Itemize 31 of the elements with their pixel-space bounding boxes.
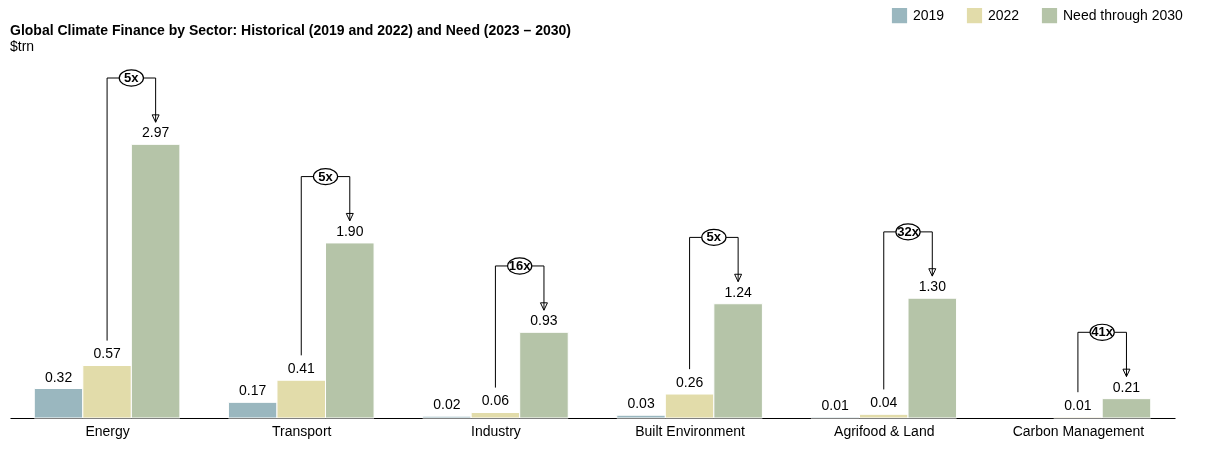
x-tick-label: Energy bbox=[85, 422, 130, 439]
annotation: 5x bbox=[706, 229, 722, 245]
data-label: 0.21 bbox=[1112, 378, 1141, 395]
x-tick-label: Transport bbox=[272, 422, 332, 439]
data-label: 0.57 bbox=[93, 345, 121, 362]
data-label: 0.02 bbox=[433, 396, 461, 413]
data-label: 0.03 bbox=[627, 395, 655, 412]
data-label: 0.01 bbox=[821, 397, 850, 414]
data-label: 0.04 bbox=[870, 394, 898, 411]
data-label: 0.41 bbox=[287, 360, 316, 377]
data-label: 0.32 bbox=[44, 368, 73, 385]
legend-label: 2019 bbox=[913, 6, 945, 23]
x-tick-label: Carbon Management bbox=[1012, 422, 1145, 439]
data-label: 1.24 bbox=[724, 283, 752, 300]
data-label: 1.90 bbox=[336, 222, 364, 239]
text: 5x bbox=[124, 70, 140, 85]
chart-title: Global Climate Finance by Sector: Historical (2019 and 2022) and Need (2023 – 2030) bbox=[10, 22, 571, 38]
x-tick-label: Industry bbox=[471, 422, 521, 439]
x-tick-label: Built Environment bbox=[635, 422, 746, 439]
annotation: 5x bbox=[318, 168, 334, 184]
data-label: 0.01 bbox=[1064, 397, 1092, 414]
legend-label: Need through 2030 bbox=[1063, 6, 1184, 23]
data-label: 0.93 bbox=[530, 312, 558, 329]
x-tick-label: Agrifood & Land bbox=[834, 422, 935, 439]
data-label: 0.06 bbox=[481, 392, 510, 409]
data-label: 0.17 bbox=[239, 382, 267, 399]
data-label: 1.30 bbox=[918, 278, 947, 295]
data-label: 0.26 bbox=[675, 374, 704, 391]
legend-label: 2022 bbox=[988, 6, 1020, 23]
data-label: 2.97 bbox=[142, 124, 170, 141]
chart-subtitle: $trn bbox=[10, 38, 35, 54]
